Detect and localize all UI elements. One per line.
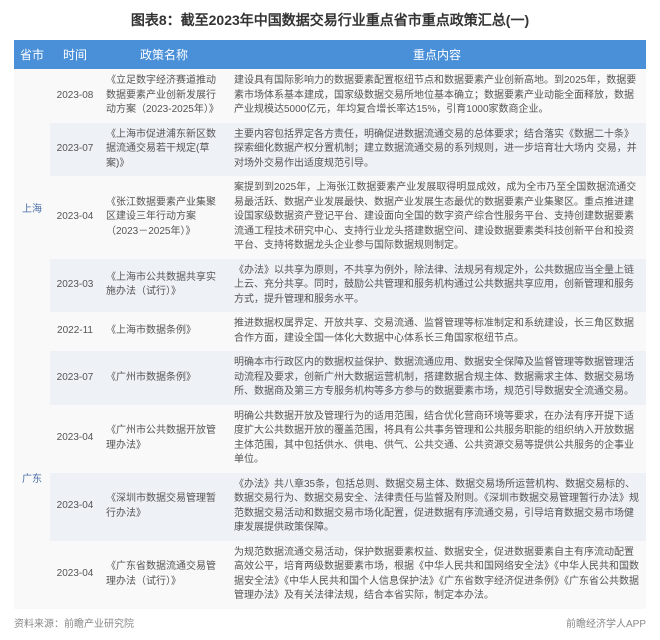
chart-title: 图表8：截至2023年中国数据交易行业重点省市重点政策汇总(一)	[14, 10, 646, 30]
cell-time: 2023-07	[50, 351, 100, 405]
table-row: 2023-04 《广州市公共数据开放管理办法》 明确公共数据开放及管理行为的适用…	[14, 405, 646, 473]
cell-policy: 《广州市公共数据开放管理办法》	[100, 405, 228, 473]
cell-time: 2023-04	[50, 541, 100, 609]
cell-content: 推进数据权属界定、开放共享、交易流通、监督管理等标准制定和系统建设，长三角区数据…	[228, 312, 646, 351]
table-row: 广东 2023-07 《广州市数据条例》 明确本市行政区内的数据权益保护、数据流…	[14, 351, 646, 405]
cell-policy: 《上海市促进浦东新区数据流通交易若干规定(草案)》	[100, 123, 228, 177]
cell-time: 2023-04	[50, 473, 100, 541]
cell-policy: 《深圳市数据交易管理暂行办法》	[100, 473, 228, 541]
table-row: 2023-07 《上海市促进浦东新区数据流通交易若干规定(草案)》 主要内容包括…	[14, 123, 646, 177]
table-row: 2023-03 《上海市公共数据共享实施办法（试行）》 《办法》以共享为原则，不…	[14, 259, 646, 313]
cell-time: 2023-04	[50, 176, 100, 259]
th-time: 时间	[50, 40, 100, 69]
cell-policy: 《上海市公共数据共享实施办法（试行）》	[100, 259, 228, 313]
cell-time: 2023-04	[50, 405, 100, 473]
cell-time: 2023-07	[50, 123, 100, 177]
province-cell: 广东	[14, 351, 50, 609]
cell-time: 2023-03	[50, 259, 100, 313]
cell-content: 明确本市行政区内的数据权益保护、数据流通应用、数据安全保障及监督管理等数据管理活…	[228, 351, 646, 405]
source-left: 资料来源：前瞻产业研究院	[14, 615, 134, 630]
cell-time: 2023-08	[50, 69, 100, 123]
table-row: 2023-04 《张江数据要素产业集聚区建设三年行动方案（2023－2025年）…	[14, 176, 646, 259]
cell-content: 案提到到2025年，上海张江数据要素产业发展取得明显成效，成为全市乃至全国数据流…	[228, 176, 646, 259]
footer: 资料来源：前瞻产业研究院 前瞻经济学人APP	[14, 615, 646, 630]
cell-content: 《办法》共八章35条，包括总则、数据交易主体、数据交易场所运营机构、数据交易标的…	[228, 473, 646, 541]
th-policy: 政策名称	[100, 40, 228, 69]
th-province: 省市	[14, 40, 50, 69]
table-row: 上海 2023-08 《立足数字经济赛道推动数据要素产业创新发展行动方案（202…	[14, 69, 646, 123]
table-row: 2023-04 《广东省数据流通交易管理办法（试行）》 为规范数据流通交易活动，…	[14, 541, 646, 609]
cell-policy: 《立足数字经济赛道推动数据要素产业创新发展行动方案（2023-2025年）》	[100, 69, 228, 123]
province-cell: 上海	[14, 69, 50, 351]
cell-content: 《办法》以共享为原则，不共享为例外，除法律、法规另有规定外，公共数据应当全量上链…	[228, 259, 646, 313]
cell-policy: 《张江数据要素产业集聚区建设三年行动方案（2023－2025年）》	[100, 176, 228, 259]
cell-content: 明确公共数据开放及管理行为的适用范围，结合优化营商环境等要求，在办法有序开提下适…	[228, 405, 646, 473]
cell-policy: 《广东省数据流通交易管理办法（试行）》	[100, 541, 228, 609]
table-row: 2023-04 《深圳市数据交易管理暂行办法》 《办法》共八章35条，包括总则、…	[14, 473, 646, 541]
cell-time: 2022-11	[50, 312, 100, 351]
th-content: 重点内容	[228, 40, 646, 69]
policy-table: 省市 时间 政策名称 重点内容 上海 2023-08 《立足数字经济赛道推动数据…	[14, 40, 646, 609]
cell-policy: 《上海市数据条例》	[100, 312, 228, 351]
cell-content: 主要内容包括界定各方责任，明确促进数据流通交易的总体要求；结合落实《数据二十条》…	[228, 123, 646, 177]
source-right: 前瞻经济学人APP	[566, 615, 646, 630]
cell-content: 建设具有国际影响力的数据要素配置枢纽节点和数据要素产业创新高地。到2025年，数…	[228, 69, 646, 123]
cell-policy: 《广州市数据条例》	[100, 351, 228, 405]
table-row: 2022-11 《上海市数据条例》 推进数据权属界定、开放共享、交易流通、监督管…	[14, 312, 646, 351]
cell-content: 为规范数据流通交易活动，保护数据要素权益、数据安全，促进数据要素自主有序流动配置…	[228, 541, 646, 609]
header-row: 省市 时间 政策名称 重点内容	[14, 40, 646, 69]
